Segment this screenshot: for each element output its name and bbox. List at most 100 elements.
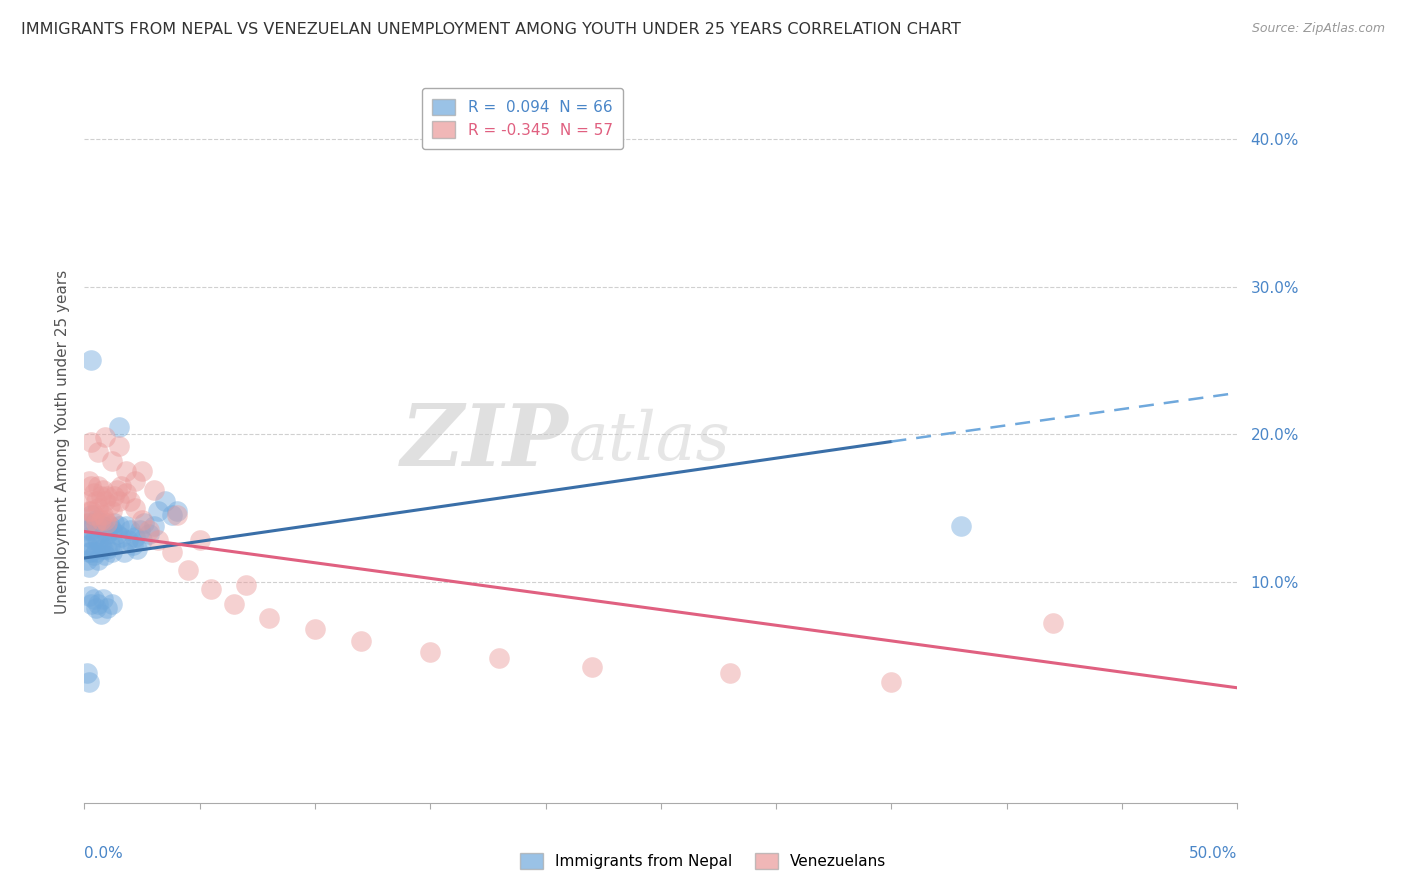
Point bbox=[94, 430, 117, 444]
Point bbox=[166, 504, 188, 518]
Point bbox=[146, 533, 169, 548]
Point bbox=[89, 513, 111, 527]
Point bbox=[200, 582, 222, 596]
Point bbox=[101, 597, 124, 611]
Point bbox=[96, 516, 118, 530]
Point bbox=[80, 479, 103, 493]
Point bbox=[84, 545, 107, 559]
Point bbox=[76, 538, 98, 552]
Point bbox=[83, 516, 105, 530]
Point bbox=[488, 651, 510, 665]
Point bbox=[96, 527, 118, 541]
Point bbox=[115, 486, 138, 500]
Point bbox=[87, 552, 110, 566]
Point bbox=[120, 523, 142, 537]
Point bbox=[108, 518, 131, 533]
Point bbox=[83, 533, 105, 548]
Point bbox=[77, 590, 100, 604]
Point bbox=[96, 601, 118, 615]
Text: 0.0%: 0.0% bbox=[84, 847, 124, 861]
Legend: Immigrants from Nepal, Venezuelans: Immigrants from Nepal, Venezuelans bbox=[513, 847, 893, 875]
Point bbox=[87, 479, 110, 493]
Point bbox=[91, 483, 114, 498]
Point bbox=[87, 597, 110, 611]
Point bbox=[419, 645, 441, 659]
Point bbox=[80, 597, 103, 611]
Point bbox=[110, 479, 132, 493]
Point bbox=[87, 518, 110, 533]
Point bbox=[166, 508, 188, 523]
Point bbox=[84, 513, 107, 527]
Point bbox=[84, 530, 107, 544]
Point bbox=[80, 508, 103, 523]
Point bbox=[257, 611, 280, 625]
Point bbox=[91, 542, 114, 557]
Point bbox=[80, 504, 103, 518]
Point bbox=[124, 500, 146, 515]
Point bbox=[80, 353, 103, 368]
Text: 50.0%: 50.0% bbox=[1189, 847, 1237, 861]
Point bbox=[89, 607, 111, 621]
Point bbox=[112, 545, 135, 559]
Point bbox=[91, 518, 114, 533]
Point bbox=[101, 545, 124, 559]
Point bbox=[131, 513, 153, 527]
Point bbox=[127, 542, 149, 557]
Point bbox=[77, 674, 100, 689]
Point bbox=[76, 666, 98, 681]
Point bbox=[120, 493, 142, 508]
Point bbox=[188, 533, 211, 548]
Point bbox=[108, 419, 131, 434]
Point bbox=[83, 486, 105, 500]
Point bbox=[131, 464, 153, 478]
Text: IMMIGRANTS FROM NEPAL VS VENEZUELAN UNEMPLOYMENT AMONG YOUTH UNDER 25 YEARS CORR: IMMIGRANTS FROM NEPAL VS VENEZUELAN UNEM… bbox=[21, 22, 960, 37]
Point bbox=[105, 483, 128, 498]
Point bbox=[124, 530, 146, 544]
Point bbox=[77, 545, 100, 559]
Point bbox=[77, 504, 100, 518]
Point bbox=[142, 483, 165, 498]
Point bbox=[124, 475, 146, 489]
Point bbox=[94, 523, 117, 537]
Point bbox=[77, 516, 100, 530]
Point bbox=[77, 530, 100, 544]
Y-axis label: Unemployment Among Youth under 25 years: Unemployment Among Youth under 25 years bbox=[55, 269, 70, 614]
Point bbox=[94, 493, 117, 508]
Point bbox=[89, 538, 111, 552]
Point bbox=[96, 542, 118, 557]
Point bbox=[96, 489, 118, 503]
Point bbox=[91, 592, 114, 607]
Point bbox=[110, 530, 132, 544]
Point bbox=[128, 523, 150, 537]
Point bbox=[91, 508, 114, 523]
Point bbox=[94, 513, 117, 527]
Point bbox=[142, 518, 165, 533]
Point bbox=[115, 464, 138, 478]
Text: atlas: atlas bbox=[568, 409, 730, 475]
Point bbox=[160, 508, 183, 523]
Point bbox=[103, 489, 125, 503]
Point bbox=[134, 516, 156, 530]
Point bbox=[224, 597, 246, 611]
Point bbox=[76, 516, 98, 530]
Legend: R =  0.094  N = 66, R = -0.345  N = 57: R = 0.094 N = 66, R = -0.345 N = 57 bbox=[422, 88, 623, 149]
Point bbox=[83, 592, 105, 607]
Point bbox=[94, 548, 117, 562]
Point bbox=[101, 504, 124, 518]
Point bbox=[84, 516, 107, 530]
Point bbox=[89, 489, 111, 503]
Point bbox=[177, 563, 200, 577]
Point bbox=[80, 545, 103, 559]
Point bbox=[718, 666, 741, 681]
Point bbox=[80, 523, 103, 537]
Point bbox=[101, 523, 124, 537]
Point bbox=[89, 516, 111, 530]
Point bbox=[880, 674, 903, 689]
Point bbox=[103, 538, 125, 552]
Point bbox=[87, 500, 110, 515]
Point bbox=[108, 493, 131, 508]
Point bbox=[117, 533, 139, 548]
Point bbox=[235, 577, 257, 591]
Point bbox=[304, 622, 326, 636]
Point bbox=[138, 527, 160, 541]
